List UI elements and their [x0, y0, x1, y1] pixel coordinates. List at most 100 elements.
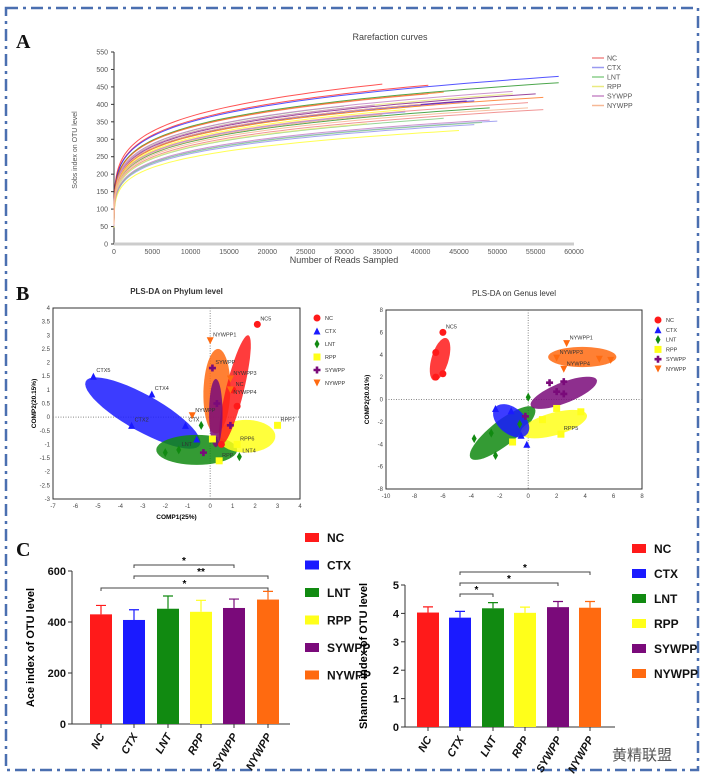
y-tick-label: 6 [380, 330, 384, 336]
point-marker-rpp [509, 438, 517, 446]
legend-swatch [305, 588, 319, 597]
rarefaction-curve-nc [113, 83, 383, 220]
y-tick-label: 200 [96, 172, 108, 179]
x-tick-label: 2 [253, 504, 257, 510]
significance-label: * [507, 574, 511, 585]
y-axis-title: Ace index of OTU level [25, 588, 37, 707]
point-marker-nywpp [654, 365, 662, 373]
x-tick-label: RPP [510, 734, 532, 760]
rarefaction-curve-nywpp [113, 91, 444, 222]
y-tick-label: -3 [45, 497, 51, 503]
rarefaction-curve-sywpp [113, 119, 490, 227]
point-marker-ctx [517, 431, 525, 439]
x-tick-label: 0 [209, 504, 213, 510]
y-tick-label: -6 [378, 465, 384, 471]
point-marker-nywpp [226, 375, 234, 383]
x-tick-label: 25000 [296, 249, 316, 256]
y-tick-label: 3 [393, 637, 399, 649]
point-label: CTX4 [155, 386, 169, 392]
y-tick-label: 0 [380, 398, 384, 404]
bar-nywpp [579, 607, 601, 727]
panel-label-c: C [16, 539, 30, 561]
y-tick-label: 600 [48, 566, 66, 578]
y-tick-label: 1.5 [42, 374, 51, 380]
point-marker-ctx [523, 440, 531, 448]
y-tick-label: 250 [96, 154, 108, 161]
rarefaction-curve-sywpp [113, 104, 375, 223]
point-marker-lnt [488, 428, 494, 438]
y-tick-label: 0 [393, 722, 399, 734]
legend-label: LNT [325, 342, 336, 348]
x-tick-label: NYWPP [244, 731, 275, 773]
rarefaction-curve-sywpp [113, 90, 513, 223]
y-tick-label: -2 [45, 470, 51, 476]
legend-label: CTX [607, 65, 621, 72]
point-marker-sywpp [208, 364, 216, 372]
point-marker-nywpp [563, 340, 571, 348]
y-tick-label: 500 [96, 67, 108, 74]
x-tick-label: -4 [469, 494, 475, 500]
y-tick-label: 200 [48, 668, 66, 680]
point-marker-ctx [492, 404, 500, 412]
legend-label: SYWPP [654, 642, 697, 656]
significance-label: * [182, 556, 186, 567]
point-marker-nywpp [560, 365, 568, 373]
x-tick-label: RPP [186, 731, 208, 757]
point-marker-nc [439, 328, 447, 336]
legend-label: RPP [666, 347, 678, 353]
point-marker-nc [432, 349, 440, 357]
point-label: CTX [188, 417, 199, 423]
legend-label: NC [327, 531, 345, 545]
point-label: NC [236, 382, 244, 388]
rarefaction-curve-nywpp [113, 107, 529, 225]
point-marker-lnt [198, 420, 204, 430]
point-marker-rpp [274, 421, 282, 429]
bar-rpp [190, 611, 212, 724]
x-tick-label: 40000 [411, 249, 431, 256]
point-label: NYWPP1 [570, 336, 593, 342]
error-bar [423, 606, 433, 613]
panel-label-a: A [16, 31, 31, 53]
x-tick-label: NC [89, 731, 108, 752]
significance-bracket [459, 593, 494, 597]
confidence-ellipse-rpp [520, 409, 587, 439]
chart-title: PLS-DA on Genus level [472, 289, 556, 298]
point-marker-nywpp [188, 412, 196, 420]
y-tick-label: 5 [393, 580, 399, 592]
y-tick-label: 2.5 [42, 347, 51, 353]
point-marker-ctx [89, 372, 97, 380]
point-marker-sywpp [560, 378, 568, 386]
y-tick-label: -1 [45, 442, 51, 448]
legend-label: LNT [607, 75, 621, 82]
y-tick-label: 2 [380, 375, 384, 381]
bar-lnt [482, 608, 504, 727]
legend-label: SYWPP [666, 357, 686, 363]
point-label: CTX2 [135, 417, 149, 423]
point-label: NYWPP4 [233, 390, 256, 396]
legend-label: RPP [325, 355, 337, 361]
y-tick-label: 3 [47, 333, 51, 339]
y-tick-label: 0 [47, 415, 51, 421]
x-tick-label: -10 [382, 494, 391, 500]
point-marker-nc [233, 402, 241, 410]
point-marker-ctx [181, 421, 189, 429]
bar-lnt [157, 608, 179, 724]
y-tick-label: 450 [96, 84, 108, 91]
y-tick-label: 1 [47, 388, 51, 394]
significance-bracket [459, 582, 559, 586]
x-tick-label: 20000 [258, 249, 278, 256]
x-tick-label: 0 [112, 249, 116, 256]
x-tick-label: 15000 [219, 249, 239, 256]
x-tick-label: -6 [440, 494, 446, 500]
legend-label: LNT [666, 338, 677, 344]
x-axis-title: Number of Reads Sampled [290, 255, 399, 265]
legend-label: NYWPP [325, 381, 346, 387]
point-marker-sywpp [226, 421, 234, 429]
legend-swatch [632, 669, 646, 678]
significance-bracket [133, 575, 269, 579]
point-marker-nc [654, 316, 662, 324]
point-marker-rpp [538, 416, 546, 424]
point-marker-ctx [313, 327, 321, 335]
y-tick-label: -8 [378, 487, 384, 493]
legend-swatch [632, 619, 646, 628]
